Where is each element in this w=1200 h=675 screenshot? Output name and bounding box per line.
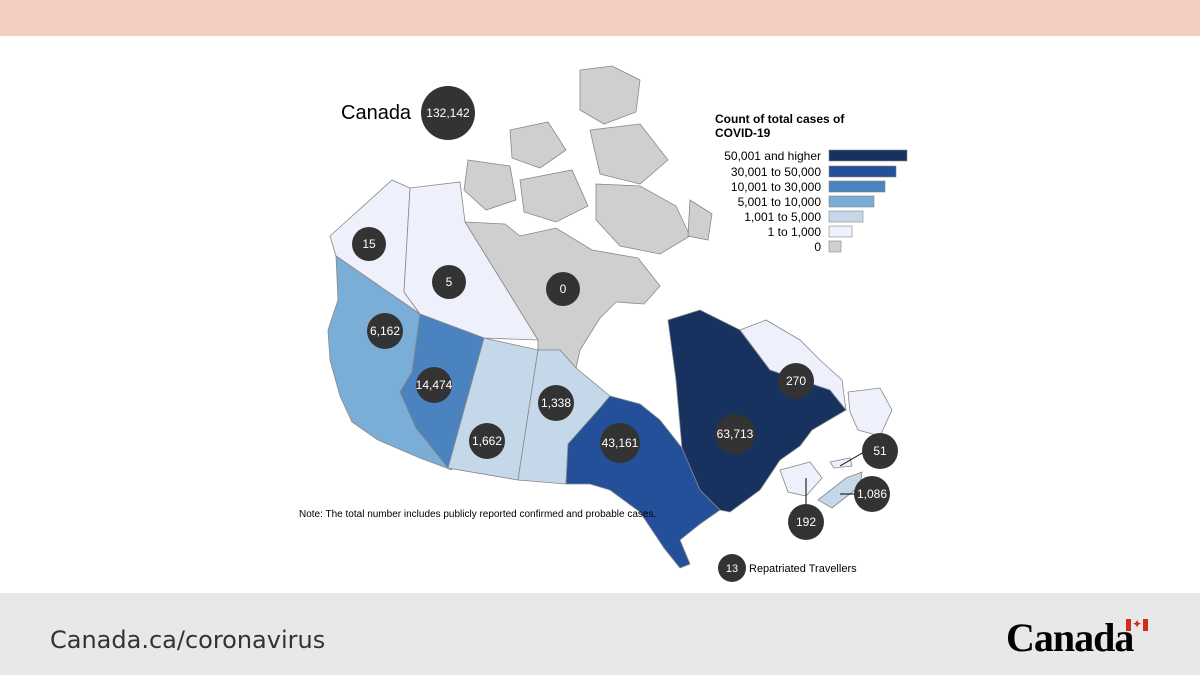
legend-title: Count of total cases of COVID-19	[715, 112, 845, 140]
region-nova-scotia	[817, 471, 863, 509]
legend-swatch	[828, 240, 842, 253]
cases-quebec: 63,713	[717, 427, 754, 441]
maple-leaf-icon: ✦	[1131, 617, 1143, 631]
legend-entry: 1 to 1,000	[768, 225, 853, 239]
legend-entry: 30,001 to 50,000	[731, 165, 897, 179]
region-pei	[829, 457, 853, 469]
repatriated-label: Repatriated Travellers	[749, 563, 857, 575]
legend-swatch	[828, 180, 886, 193]
canada-flag-icon: ✦	[1126, 617, 1148, 631]
map-note: Note: The total number includes publicly…	[299, 509, 657, 520]
bubble-ontario: 43,161	[600, 423, 640, 463]
bubble-saskatchewan: 1,662	[469, 423, 505, 459]
region-newfoundland-island	[847, 387, 893, 437]
legend-label: 0	[814, 240, 821, 254]
flag-bar-right	[1143, 619, 1148, 631]
bubble-manitoba: 1,338	[538, 385, 574, 421]
total-cases-bubble	[421, 86, 475, 140]
canada-wordmark: Canada	[1006, 615, 1134, 660]
legend-entry: 10,001 to 30,000	[731, 180, 886, 194]
cases-nwt: 5	[446, 275, 453, 289]
legend-label: 1 to 1,000	[768, 225, 822, 239]
bubble-nwt: 5	[432, 265, 466, 299]
legend-swatch	[828, 195, 875, 208]
cases-yukon: 15	[362, 237, 376, 251]
bubble-alberta: 14,474	[416, 367, 453, 403]
bubble-yukon: 15	[352, 227, 386, 261]
cases-british-columbia: 6,162	[370, 324, 400, 338]
bubble-nova-scotia: 1,086	[854, 476, 890, 512]
legend-entry: 0	[814, 240, 842, 254]
leader-line-pei	[839, 451, 865, 467]
bubble-nunavut: 0	[546, 272, 580, 306]
repatriated-count: 13	[726, 563, 738, 575]
footer	[0, 593, 1200, 675]
total-cases-value: 132,142	[426, 106, 470, 120]
bubble-quebec: 63,713	[715, 414, 755, 454]
arctic-islands	[463, 65, 713, 255]
cases-alberta: 14,474	[416, 378, 453, 392]
cases-nunavut: 0	[560, 282, 567, 296]
legend-label: 50,001 and higher	[724, 149, 821, 163]
cases-pei: 51	[873, 444, 887, 458]
legend-label: 1,001 to 5,000	[744, 210, 821, 224]
footer-url-link[interactable]: Canada.ca/coronavirus	[50, 626, 326, 654]
legend-swatch	[828, 165, 897, 178]
legend: 50,001 and higher 30,001 to 50,000 10,00…	[724, 149, 908, 254]
bubble-new-brunswick: 192	[788, 504, 824, 540]
region-nwt	[403, 181, 539, 341]
map-title: Canada	[341, 102, 412, 124]
bubble-newfoundland-labrador: 270	[778, 363, 814, 399]
legend-entry: 1,001 to 5,000	[744, 210, 864, 224]
cases-nova-scotia: 1,086	[857, 487, 887, 501]
bubble-british-columbia: 6,162	[367, 313, 403, 349]
repatriated-bubble	[718, 554, 746, 582]
canada-map: Canada 132,142 15 5 0 6,162 14,474 1,662…	[327, 65, 908, 582]
legend-label: 10,001 to 30,000	[731, 180, 821, 194]
legend-entry: 50,001 and higher	[724, 149, 908, 163]
legend-label: 5,001 to 10,000	[738, 195, 822, 209]
legend-entry: 5,001 to 10,000	[738, 195, 875, 209]
cases-ontario: 43,161	[602, 436, 639, 450]
cases-new-brunswick: 192	[796, 515, 816, 529]
legend-label: 30,001 to 50,000	[731, 165, 821, 179]
flag-bar-left	[1126, 619, 1131, 631]
cases-newfoundland-labrador: 270	[786, 374, 806, 388]
top-band	[0, 0, 1200, 36]
cases-manitoba: 1,338	[541, 396, 571, 410]
cases-saskatchewan: 1,662	[472, 434, 502, 448]
legend-swatch	[828, 225, 853, 238]
legend-swatch	[828, 210, 864, 223]
region-new-brunswick	[779, 461, 823, 497]
bubble-pei: 51	[862, 433, 898, 469]
legend-swatch	[828, 149, 908, 162]
